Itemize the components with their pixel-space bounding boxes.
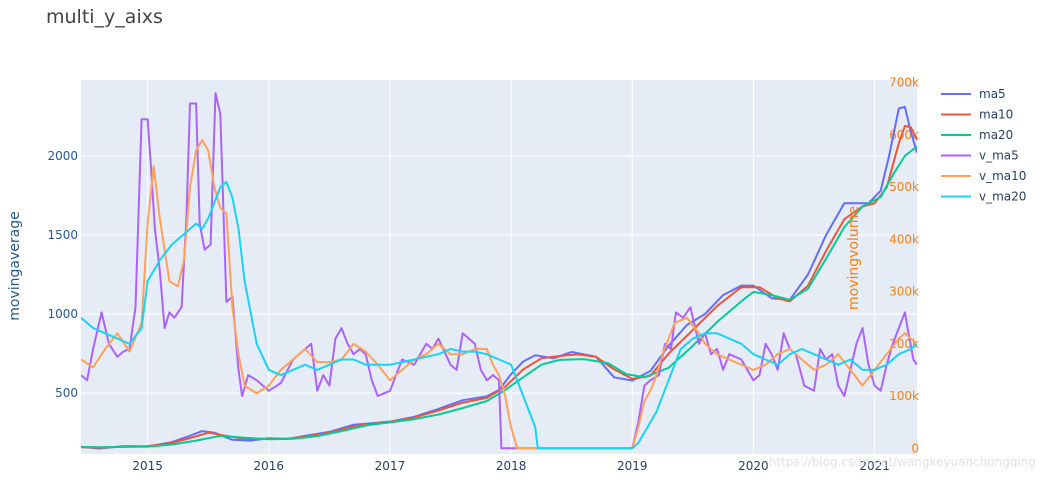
y2-tick-label: 400k (889, 232, 919, 246)
watermark: https://blog.csdn.net/wangkeyuanchongqin… (769, 455, 1036, 469)
x-tick-label: 2015 (132, 459, 163, 473)
y-tick-label: 1500 (47, 228, 78, 242)
legend-label-ma5[interactable]: ma5 (979, 87, 1006, 101)
x-tick-label: 2018 (496, 459, 527, 473)
legend-label-ma10[interactable]: ma10 (979, 108, 1013, 122)
series-line-v_ma10 (81, 139, 917, 450)
x-axis: 2015 2016 2017 2018 2019 2020 2021 (132, 459, 890, 473)
legend: ma5 ma10 ma20 v_ma5 v_ma10 v_ma20 (941, 87, 1026, 204)
y2-tick-label: 100k (889, 389, 919, 403)
legend-label-v_ma5[interactable]: v_ma5 (979, 149, 1019, 163)
y-tick-label: 500 (55, 386, 78, 400)
legend-label-ma20[interactable]: ma20 (979, 128, 1013, 142)
chart-title: multi_y_aixs (46, 6, 163, 28)
left-y-axis: 500 1000 1500 2000 (47, 149, 78, 400)
series-line-ma20 (81, 145, 917, 449)
x-tick-label: 2017 (375, 459, 406, 473)
x-tick-label: 2019 (617, 459, 648, 473)
y2-tick-label: 500k (889, 180, 919, 194)
y2-tick-label: 700k (889, 76, 919, 90)
y-tick-label: 1000 (47, 307, 78, 321)
series-lines (81, 92, 917, 450)
legend-label-v_ma10[interactable]: v_ma10 (979, 169, 1026, 183)
series-line-v_ma20 (81, 180, 917, 450)
y2-axis-title: movingvolume (846, 206, 862, 310)
series-line-ma5 (81, 105, 917, 450)
legend-label-v_ma20[interactable]: v_ma20 (979, 190, 1026, 204)
x-tick-label: 2020 (738, 459, 769, 473)
y2-tick-label: 300k (889, 285, 919, 299)
y2-tick-label: 0 (911, 441, 919, 455)
grid-lines (81, 80, 917, 454)
x-tick-label: 2021 (859, 459, 890, 473)
y-tick-label: 2000 (47, 149, 78, 163)
x-tick-label: 2016 (254, 459, 285, 473)
y-axis-title: movingaverage (7, 211, 23, 320)
